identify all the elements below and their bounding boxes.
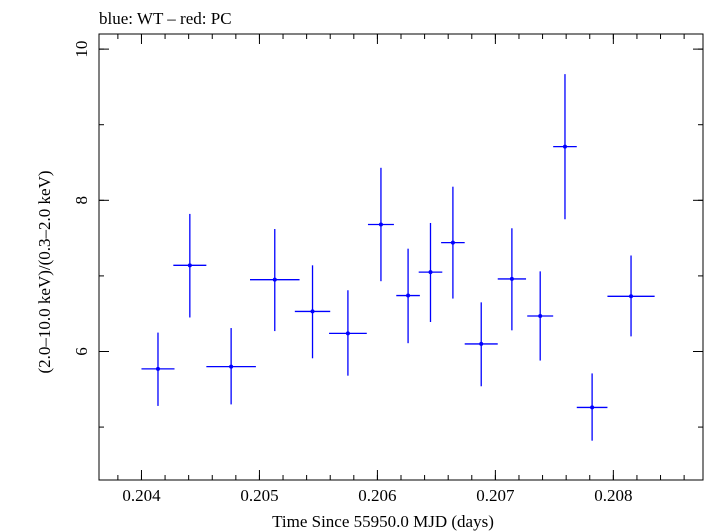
x-tick-label: 0.204 [122,486,161,505]
data-point [576,373,608,441]
chart-title: blue: WT – red: PC [99,9,232,28]
point-marker [155,366,160,371]
x-tick-label: 0.206 [358,486,396,505]
data-point [464,302,498,387]
point-marker [310,309,315,314]
x-tick-label: 0.207 [476,486,515,505]
point-marker [378,222,383,227]
data-point [294,265,331,359]
point-marker [629,294,634,299]
data-point [206,328,256,405]
point-marker [590,405,595,410]
data-series [141,74,655,441]
point-marker [538,313,543,318]
data-point [367,167,394,282]
data-point [418,222,443,323]
point-marker [479,341,484,346]
y-tick-label: 8 [72,196,91,205]
x-tick-label: 0.208 [594,486,632,505]
point-marker [509,276,514,281]
data-point [329,290,367,376]
data-point [396,248,420,344]
data-point [497,228,527,331]
data-point [527,271,554,361]
point-marker [272,277,277,282]
point-marker [345,331,350,336]
data-point [141,332,175,406]
point-marker [406,293,411,298]
x-axis-label: Time Since 55950.0 MJD (days) [272,512,494,531]
data-point [441,186,465,299]
y-tick-label: 10 [72,41,91,58]
point-marker [187,263,192,268]
data-point [173,213,207,318]
data-point [250,229,300,332]
point-marker [562,144,567,149]
data-point [607,255,655,337]
point-marker [450,240,455,245]
axes: 0.204 0.205 0.206 0.207 0.208 6 8 10 [72,34,703,505]
data-point [553,74,577,220]
point-marker [229,364,234,369]
x-tick-label: 0.205 [240,486,278,505]
y-axis-label: (2.0–10.0 keV)/(0.3–2.0 keV) [35,170,54,373]
y-tick-label: 6 [72,347,91,356]
point-marker [428,270,433,275]
